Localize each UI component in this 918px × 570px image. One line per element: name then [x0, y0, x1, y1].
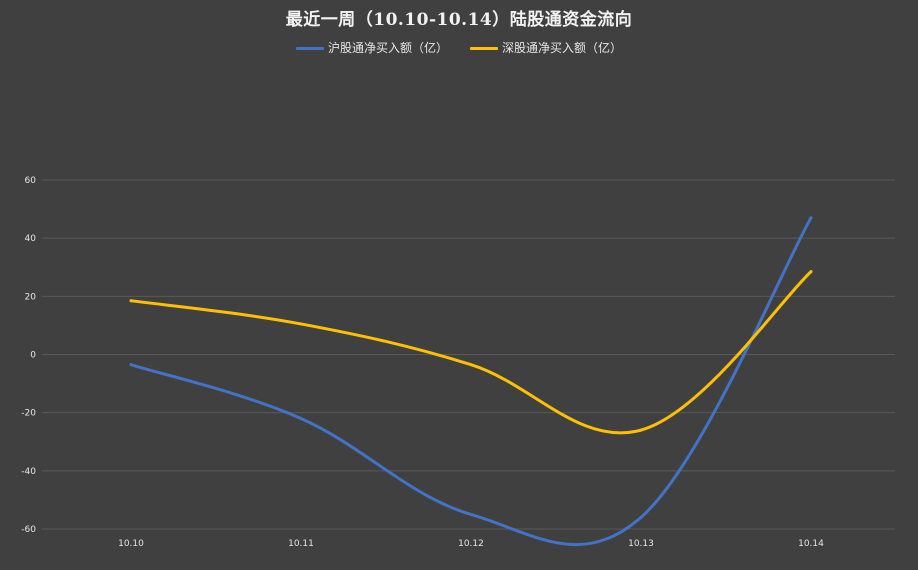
- x-tick-label: 10.12: [458, 539, 484, 549]
- y-tick-label: -20: [21, 409, 36, 419]
- legend-swatch-sh: [295, 46, 324, 50]
- series-line-1: [129, 270, 813, 435]
- y-tick-label: 0: [30, 351, 36, 361]
- series-line-0: [129, 216, 813, 547]
- legend-label-sh: 沪股通净买入额（亿）: [327, 41, 448, 55]
- legend-label-sz: 深股通净买入额（亿）: [502, 41, 623, 55]
- y-tick-label: 60: [25, 176, 37, 186]
- y-tick-label: -60: [21, 525, 36, 535]
- legend-item-sh: 沪股通净买入额（亿）: [295, 40, 448, 56]
- series-0-point-3: [639, 515, 643, 519]
- series-1-point-4: [809, 270, 813, 274]
- series-1-point-0: [129, 299, 133, 303]
- legend-item-sz: 深股通净买入额（亿）: [470, 40, 622, 56]
- series-0-point-2: [469, 512, 473, 516]
- series-0-point-1: [299, 416, 303, 420]
- x-tick-label: 10.13: [628, 539, 654, 549]
- y-tick-label: -40: [21, 467, 36, 477]
- series-1-point-2: [469, 363, 473, 367]
- x-tick-label: 10.14: [798, 539, 824, 549]
- chart-title: 最近一周（10.10-10.14）陆股通资金流向: [285, 10, 633, 30]
- y-tick-label: 40: [25, 234, 37, 244]
- chart-legend: 沪股通净买入额（亿） 深股通净买入额（亿）: [0, 40, 918, 56]
- x-tick-label: 10.11: [288, 539, 314, 549]
- series-0-point-0: [129, 363, 133, 367]
- x-tick-label: 10.10: [118, 539, 144, 549]
- legend-swatch-sz: [470, 46, 498, 50]
- series-1-point-3: [639, 428, 643, 432]
- series-0-point-4: [809, 216, 813, 220]
- series-1-point-1: [299, 322, 303, 326]
- y-tick-label: 20: [25, 292, 37, 302]
